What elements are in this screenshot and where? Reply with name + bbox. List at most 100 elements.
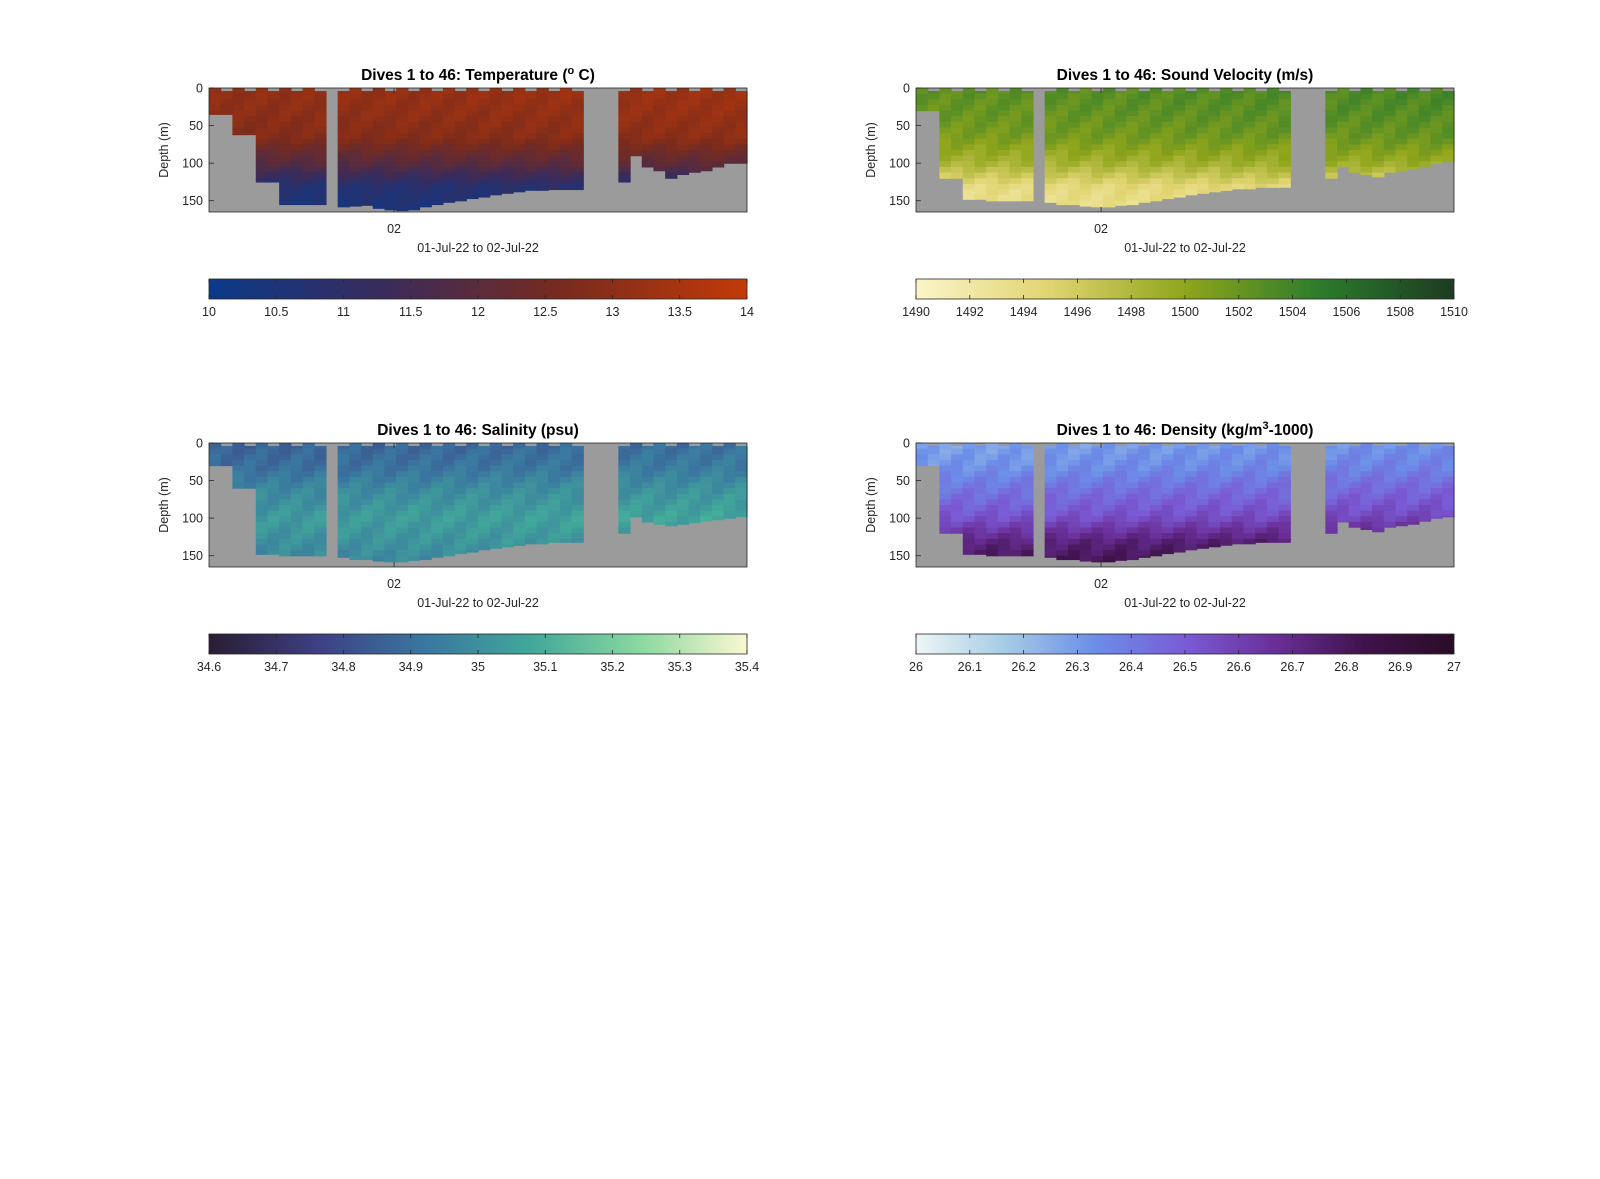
- data-cell: [688, 499, 701, 506]
- data-cell: [220, 93, 233, 100]
- data-cell: [1407, 144, 1420, 151]
- data-cell: [548, 144, 561, 151]
- data-cell: [676, 127, 690, 134]
- data-cell: [1418, 454, 1432, 461]
- data-cell: [419, 521, 432, 529]
- data-cell: [1208, 454, 1221, 461]
- data-cell: [1138, 446, 1151, 450]
- data-cell: [676, 133, 690, 140]
- data-cell: [986, 538, 999, 546]
- data-cell: [1149, 448, 1163, 455]
- data-cell: [1009, 482, 1022, 489]
- data-cell: [1173, 150, 1186, 157]
- data-cell: [407, 459, 421, 467]
- data-cell: [489, 465, 502, 472]
- data-cell: [1161, 521, 1174, 529]
- data-cell: [688, 505, 701, 512]
- data-cell: [618, 471, 631, 478]
- data-cell: [1056, 161, 1069, 168]
- data-cell: [1372, 521, 1385, 529]
- data-cell: [548, 476, 561, 484]
- data-cell: [1056, 459, 1069, 467]
- data-cell: [466, 527, 479, 534]
- data-cell: [466, 521, 479, 529]
- data-cell: [361, 488, 374, 495]
- x-axis-label: 01-Jul-22 to 02-Jul-22: [1124, 241, 1246, 255]
- data-cell: [1383, 476, 1397, 484]
- data-cell: [1255, 448, 1268, 455]
- data-cell: [279, 183, 292, 191]
- data-cell: [279, 116, 292, 123]
- data-cell: [559, 476, 573, 484]
- data-cell: [501, 482, 514, 489]
- data-cell: [1021, 166, 1034, 174]
- data-cell: [641, 516, 655, 523]
- data-cell: [1255, 104, 1268, 112]
- data-cell: [466, 172, 479, 179]
- data-cell: [279, 527, 292, 534]
- data-cell: [1161, 482, 1174, 489]
- data-cell: [396, 183, 409, 191]
- data-cell: [501, 448, 514, 455]
- data-cell: [700, 476, 713, 484]
- data-cell: [349, 538, 362, 546]
- data-cell: [974, 505, 987, 512]
- data-cell: [431, 133, 444, 140]
- data-cell: [1173, 121, 1186, 129]
- data-cell: [1044, 538, 1057, 546]
- data-cell: [396, 499, 409, 506]
- data-cell: [571, 471, 584, 478]
- data-cell: [431, 446, 444, 450]
- data-cell: [244, 93, 257, 100]
- data-cell: [349, 533, 362, 540]
- data-cell: [1395, 155, 1408, 162]
- data-cell: [1185, 533, 1198, 540]
- data-cell: [384, 521, 397, 529]
- data-cell: [466, 516, 479, 523]
- data-cell: [302, 189, 315, 196]
- data-cell: [1161, 104, 1174, 112]
- data-cell: [1091, 527, 1104, 534]
- x-tick-label: 02: [1094, 222, 1108, 236]
- data-cell: [407, 482, 421, 489]
- data-cell: [372, 527, 386, 534]
- data-cell: [536, 150, 549, 157]
- data-cell: [384, 516, 397, 523]
- data-cell: [290, 127, 304, 134]
- data-cell: [1278, 448, 1291, 455]
- data-cell: [513, 471, 526, 478]
- colorbar-tick-label: 27: [1447, 660, 1461, 674]
- data-cell: [1103, 482, 1116, 489]
- data-cell: [1161, 510, 1174, 517]
- data-cell: [361, 459, 374, 467]
- data-cell: [384, 200, 397, 207]
- data-cell: [478, 533, 491, 540]
- data-cell: [302, 459, 315, 467]
- data-cell: [407, 446, 421, 450]
- data-cell: [711, 499, 725, 506]
- data-cell: [1126, 127, 1139, 134]
- data-cell: [1196, 471, 1209, 478]
- data-cell: [314, 538, 327, 546]
- data-cell: [349, 499, 362, 506]
- data-cell: [1056, 155, 1069, 162]
- data-cell: [1372, 488, 1385, 495]
- data-cell: [1255, 499, 1268, 506]
- data-cell: [641, 448, 655, 455]
- data-cell: [974, 454, 987, 461]
- data-cell: [1395, 93, 1408, 100]
- data-cell: [337, 200, 350, 207]
- data-cell: [419, 448, 432, 455]
- data-cell: [1079, 127, 1093, 134]
- data-cell: [337, 116, 350, 123]
- data-cell: [478, 505, 491, 512]
- data-cell: [1407, 499, 1420, 506]
- data-cell: [314, 189, 327, 196]
- data-cell: [302, 550, 315, 557]
- data-cell: [489, 138, 502, 145]
- data-cell: [349, 161, 362, 168]
- data-cell: [1196, 133, 1209, 140]
- data-cell: [419, 195, 432, 202]
- data-cell: [1056, 533, 1069, 540]
- data-cell: [1079, 465, 1093, 472]
